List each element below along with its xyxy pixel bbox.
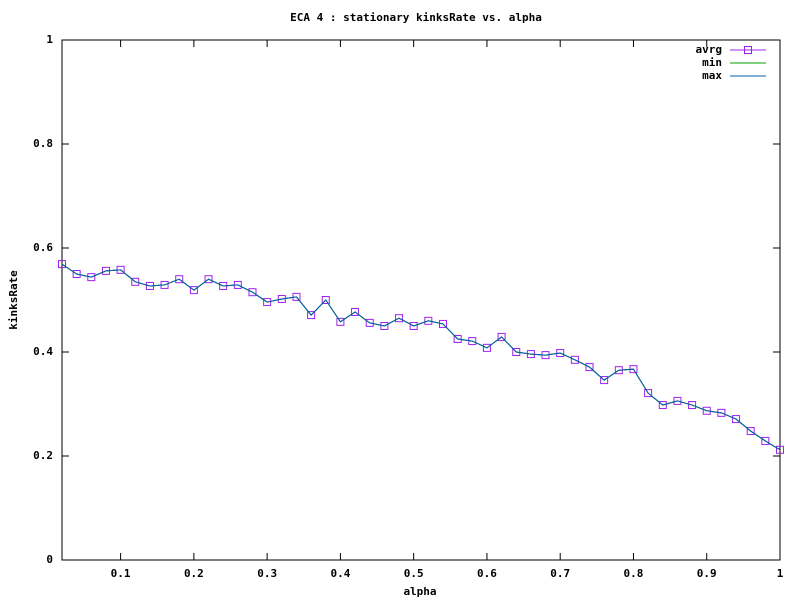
data-point (72, 270, 81, 278)
data-point (497, 332, 506, 341)
data-point (336, 317, 345, 326)
data-point (263, 298, 272, 307)
y-tick-label: 0.8 (33, 137, 53, 150)
data-point (438, 319, 447, 328)
chart-title: ECA 4 : stationary kinksRate vs. alpha (290, 11, 542, 24)
data-point (307, 311, 316, 320)
series-line (61, 263, 781, 451)
data-point (365, 318, 374, 327)
legend-label: max (702, 69, 722, 82)
data-point (351, 307, 360, 316)
x-tick-label: 0.6 (477, 567, 497, 580)
x-tick-label: 0.2 (184, 567, 204, 580)
y-tick-label: 0.6 (33, 241, 53, 254)
x-tick-label: 1 (777, 567, 784, 580)
data-point (688, 401, 697, 410)
data-point (776, 445, 784, 454)
data-point (570, 355, 579, 364)
data-point (58, 260, 66, 269)
data-point (175, 275, 184, 284)
data-point (424, 316, 433, 325)
data-point (658, 401, 667, 410)
plot-frame (61, 39, 781, 561)
x-tick-label: 0.5 (404, 567, 424, 580)
data-point (380, 322, 389, 330)
x-tick-label: 0.7 (550, 567, 570, 580)
x-tick-label: 0.8 (624, 567, 644, 580)
legend-label: min (702, 56, 722, 69)
y-tick-label: 0.4 (33, 345, 53, 358)
data-point (189, 286, 198, 295)
data-point (761, 436, 770, 445)
data-point (204, 275, 213, 284)
data-point (644, 389, 653, 398)
data-point (600, 376, 609, 385)
data-point (482, 343, 491, 352)
y-tick-label: 0.2 (33, 449, 53, 462)
legend-marker (744, 46, 752, 54)
legend-label: avrg (696, 43, 723, 56)
data-point (732, 415, 741, 424)
x-tick-label: 0.3 (257, 567, 277, 580)
data-point (673, 396, 682, 405)
x-tick-label: 0.4 (330, 567, 350, 580)
x-axis-label: alpha (403, 585, 436, 598)
x-tick-label: 0.1 (111, 567, 131, 580)
data-point (409, 322, 418, 330)
y-tick-label: 0 (46, 553, 53, 566)
data-point (87, 273, 96, 282)
data-point (585, 363, 594, 372)
data-point (746, 427, 755, 436)
y-axis-label: kinksRate (7, 270, 20, 330)
data-point (321, 296, 330, 304)
data-point (395, 314, 404, 323)
y-tick-label: 1 (46, 33, 53, 46)
data-point (131, 277, 140, 286)
x-tick-label: 0.9 (697, 567, 717, 580)
data-point (248, 288, 257, 297)
